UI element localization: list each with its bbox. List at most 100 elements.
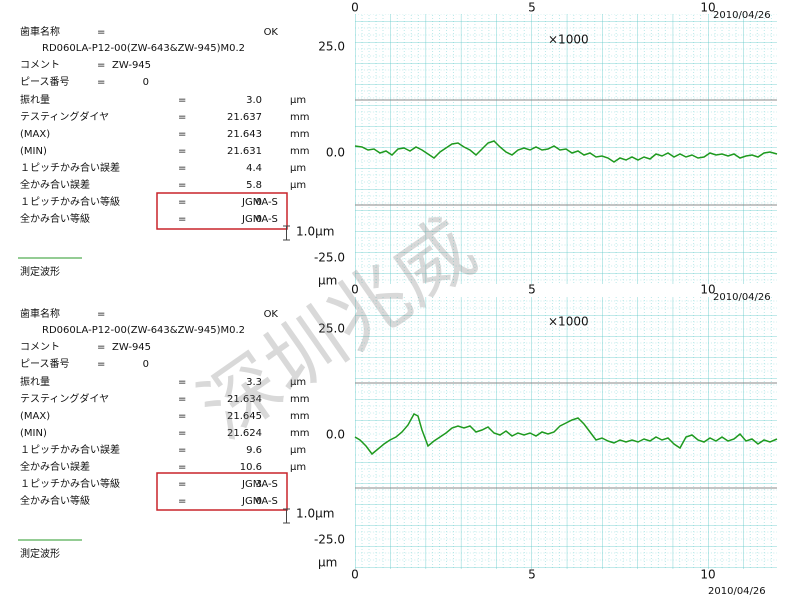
field-value: 0 — [256, 496, 262, 507]
x-label: 5 — [528, 283, 536, 297]
field-unit: mm — [290, 394, 309, 405]
field-label: ピース番号 — [20, 358, 70, 370]
field-value: 5.8 — [246, 180, 262, 191]
field-value: 21.634 — [227, 394, 262, 405]
x-label: 10 — [700, 568, 715, 582]
equals: = — [97, 27, 105, 38]
chart-grid — [355, 297, 777, 569]
x-label: 0 — [351, 283, 359, 297]
field-label: 全かみ合い誤差 — [20, 178, 90, 191]
highlight-box — [156, 192, 288, 230]
field-value: ZW-945 — [112, 60, 151, 71]
y-label: -25.0 — [314, 533, 345, 547]
date: 2010/04/26 — [713, 292, 771, 303]
field-value: 21.645 — [227, 411, 262, 422]
equals: = — [97, 77, 105, 88]
waveform — [354, 140, 778, 163]
field-label: ピース番号 — [20, 76, 70, 88]
field-unit: mm — [290, 146, 309, 157]
field-unit: μm — [290, 445, 306, 456]
field-unit: μm — [290, 180, 306, 191]
field-unit: JGMA-S — [241, 197, 278, 208]
equals: = — [178, 411, 186, 422]
field-label: １ピッチかみ合い誤差 — [20, 161, 120, 174]
scale: ×1000 — [548, 315, 589, 329]
field-label: 全かみ合い等級 — [20, 494, 90, 507]
field-label: RD060LA-P12-00(ZW-643&ZW-945)M0.2 — [42, 43, 245, 54]
equals: = — [178, 197, 186, 208]
field-unit: mm — [290, 112, 309, 123]
y-label: -25.0 — [314, 251, 345, 265]
caption: 測定波形 — [20, 547, 60, 560]
field-label: １ピッチかみ合い誤差 — [20, 443, 120, 456]
equals: = — [178, 163, 186, 174]
field-unit: μm — [290, 377, 306, 388]
field-value: 21.631 — [227, 146, 262, 157]
x-label: 0 — [351, 568, 359, 582]
field-label: RD060LA-P12-00(ZW-643&ZW-945)M0.2 — [42, 325, 245, 336]
field-label: (MAX) — [20, 411, 50, 422]
field-value: 3.3 — [246, 377, 262, 388]
field-label: 歯車名称 — [20, 307, 60, 320]
field-value: 0 — [143, 359, 149, 370]
field-unit: mm — [290, 411, 309, 422]
equals: = — [178, 146, 186, 157]
field-label: コメント — [20, 342, 60, 353]
x-label: 5 — [528, 1, 536, 15]
field-value: 3 — [256, 479, 262, 490]
field-label: テスティングダイヤ — [20, 392, 109, 405]
field-value: 4.4 — [246, 163, 262, 174]
equals: = — [97, 309, 105, 320]
field-value: OK — [264, 27, 279, 38]
x-label: 10 — [700, 283, 715, 297]
equals: = — [97, 60, 105, 71]
equals: = — [178, 214, 186, 225]
equals: = — [178, 428, 186, 439]
highlight-box — [156, 472, 288, 511]
equals: = — [178, 180, 186, 191]
y-label: 25.0 — [318, 40, 345, 54]
equals: = — [97, 342, 105, 353]
equals: = — [178, 129, 186, 140]
field-label: １ピッチかみ合い等級 — [20, 195, 120, 208]
field-label: 振れ量 — [20, 375, 50, 388]
field-unit: JGMA-S — [241, 496, 278, 507]
field-value: 10.6 — [240, 462, 262, 473]
equals: = — [178, 95, 186, 106]
field-unit: μm — [290, 95, 306, 106]
field-value: 0 — [256, 197, 262, 208]
equals: = — [97, 359, 105, 370]
x-label: 5 — [528, 568, 536, 582]
caption: 測定波形 — [20, 265, 60, 278]
y-label: 0.0 — [326, 146, 345, 160]
field-label: 全かみ合い誤差 — [20, 460, 90, 473]
field-label: テスティングダイヤ — [20, 110, 109, 123]
scale-bracket — [283, 508, 290, 524]
y-unit: μm — [318, 274, 337, 288]
equals: = — [178, 377, 186, 388]
field-value: 9.6 — [246, 445, 262, 456]
field-label: コメント — [20, 60, 60, 71]
x-label: 10 — [700, 1, 715, 15]
equals: = — [178, 496, 186, 507]
equals: = — [178, 462, 186, 473]
waveform — [354, 413, 778, 456]
field-value: OK — [264, 309, 279, 320]
scale-bar: 1.0μm — [296, 507, 334, 521]
equals: = — [178, 479, 186, 490]
date: 2010/04/26 — [713, 10, 771, 21]
field-value: 0 — [256, 214, 262, 225]
field-value: 0 — [143, 77, 149, 88]
field-value: ZW-945 — [112, 342, 151, 353]
field-unit: mm — [290, 428, 309, 439]
field-value: 21.637 — [227, 112, 262, 123]
scale-bracket — [283, 225, 290, 241]
field-unit: μm — [290, 462, 306, 473]
field-value: 3.0 — [246, 95, 262, 106]
field-label: (MAX) — [20, 129, 50, 140]
equals: = — [178, 445, 186, 456]
field-unit: JGMA-S — [241, 214, 278, 225]
date: 2010/04/26 — [708, 586, 766, 597]
x-label: 0 — [351, 1, 359, 15]
